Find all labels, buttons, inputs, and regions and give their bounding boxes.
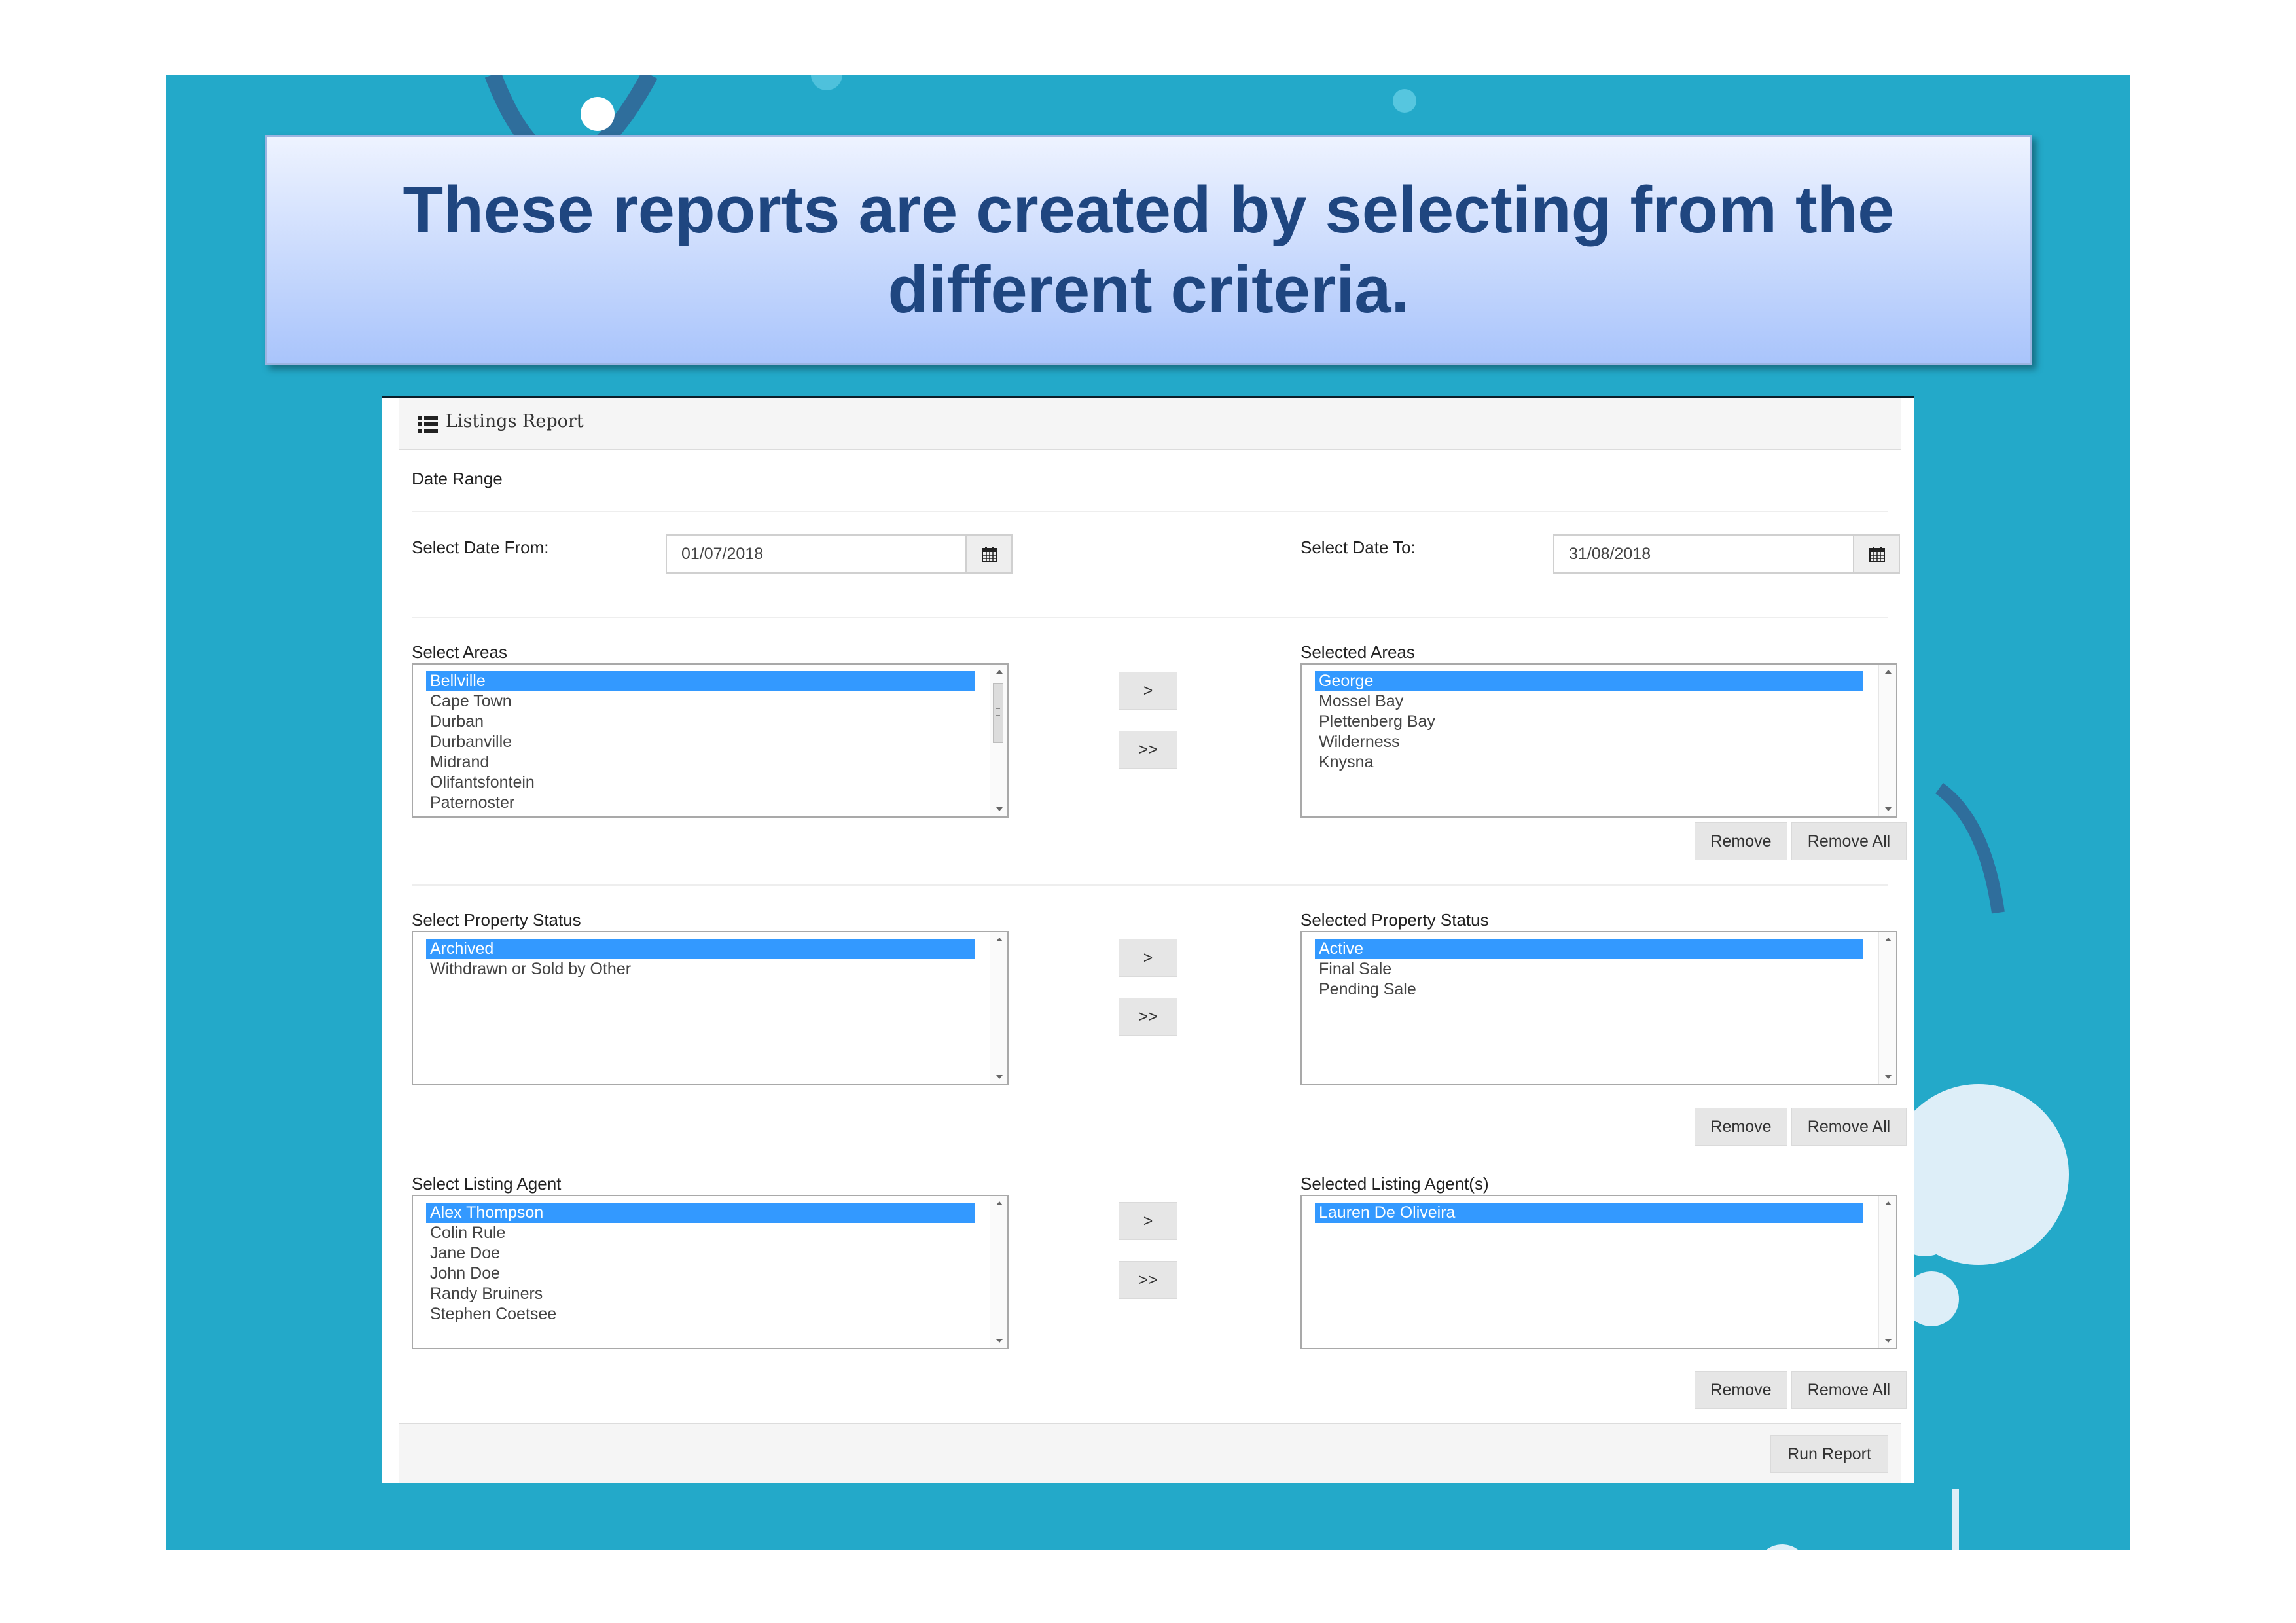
select-listing-agent-label: Select Listing Agent <box>412 1174 562 1194</box>
scrollbar[interactable] <box>990 665 1007 816</box>
scroll-up-arrow-icon[interactable] <box>996 670 1003 674</box>
calendar-icon <box>1869 547 1885 562</box>
list-item[interactable]: Paternoster <box>430 793 515 812</box>
date-to-label: Select Date To: <box>1300 538 1416 557</box>
scroll-up-arrow-icon[interactable] <box>996 938 1003 941</box>
select-areas-label: Select Areas <box>412 642 507 662</box>
scroll-down-arrow-icon[interactable] <box>1885 807 1892 811</box>
slide-background: These reports are created by selecting f… <box>166 75 2130 1550</box>
move-selected-agent-button[interactable]: > <box>1119 1202 1177 1240</box>
scrollbar[interactable] <box>990 932 1007 1084</box>
list-item[interactable]: Olifantsfontein <box>430 773 535 792</box>
scroll-up-arrow-icon[interactable] <box>996 1201 1003 1205</box>
available-areas-listbox[interactable]: Bellville Cape Town Durban Durbanville M… <box>412 663 1009 818</box>
scrollbar-thumb[interactable] <box>993 683 1003 743</box>
selected-status-listbox[interactable]: Active Final Sale Pending Sale <box>1300 931 1897 1085</box>
selected-agents-listbox[interactable]: Lauren De Oliveira <box>1300 1195 1897 1349</box>
slide-title: These reports are created by selecting f… <box>403 173 1895 327</box>
report-panel: Listings Report Date Range Select Date F… <box>399 398 1907 1483</box>
listings-report-window: Listings Report Date Range Select Date F… <box>382 396 1914 1483</box>
list-item[interactable]: Durbanville <box>430 733 512 751</box>
move-selected-status-button[interactable]: > <box>1119 939 1177 977</box>
scrollbar[interactable] <box>1878 1196 1896 1348</box>
list-item[interactable]: Lauren De Oliveira <box>1315 1203 1863 1223</box>
date-range-label: Date Range <box>412 469 503 488</box>
divider <box>412 884 1888 886</box>
remove-all-agents-button[interactable]: Remove All <box>1791 1371 1907 1409</box>
date-from-label: Select Date From: <box>412 538 549 557</box>
scroll-down-arrow-icon[interactable] <box>996 1339 1003 1343</box>
run-report-button[interactable]: Run Report <box>1770 1435 1888 1473</box>
available-agents-listbox[interactable]: Alex Thompson Colin Rule Jane Doe John D… <box>412 1195 1009 1349</box>
scroll-up-arrow-icon[interactable] <box>1885 938 1892 941</box>
list-item[interactable]: George <box>1315 671 1863 691</box>
select-property-status-label: Select Property Status <box>412 910 581 930</box>
scrollbar[interactable] <box>1878 932 1896 1084</box>
list-item[interactable]: Midrand <box>430 753 490 771</box>
available-status-listbox[interactable]: Archived Withdrawn or Sold by Other <box>412 931 1009 1085</box>
move-all-agents-button[interactable]: >> <box>1119 1261 1177 1299</box>
list-item[interactable]: Durban <box>430 712 484 731</box>
list-item[interactable]: Archived <box>426 939 975 959</box>
selected-areas-listbox[interactable]: George Mossel Bay Plettenberg Bay Wilder… <box>1300 663 1897 818</box>
remove-area-button[interactable]: Remove <box>1695 822 1787 860</box>
list-item[interactable]: Active <box>1315 939 1863 959</box>
date-from-input[interactable]: 01/07/2018 <box>666 534 967 574</box>
panel-footer: Run Report <box>399 1423 1901 1483</box>
move-all-areas-button[interactable]: >> <box>1119 731 1177 769</box>
scroll-down-arrow-icon[interactable] <box>1885 1075 1892 1079</box>
selected-listing-agents-label: Selected Listing Agent(s) <box>1300 1174 1489 1194</box>
list-item[interactable]: Stephen Coetsee <box>430 1305 557 1323</box>
panel-title: Listings Report <box>446 411 584 431</box>
scroll-down-arrow-icon[interactable] <box>996 807 1003 811</box>
remove-agent-button[interactable]: Remove <box>1695 1371 1787 1409</box>
move-selected-areas-button[interactable]: > <box>1119 672 1177 710</box>
scroll-up-arrow-icon[interactable] <box>1885 1201 1892 1205</box>
remove-all-status-button[interactable]: Remove All <box>1791 1108 1907 1146</box>
list-item[interactable]: Wilderness <box>1319 733 1400 751</box>
list-item[interactable]: John Doe <box>430 1264 501 1283</box>
list-item[interactable]: Withdrawn or Sold by Other <box>430 960 632 978</box>
divider <box>412 511 1888 512</box>
panel-header: Listings Report <box>399 398 1901 450</box>
list-item[interactable]: Mossel Bay <box>1319 692 1404 710</box>
selected-areas-label: Selected Areas <box>1300 642 1415 662</box>
list-icon <box>418 416 438 433</box>
scrollbar[interactable] <box>990 1196 1007 1348</box>
scroll-down-arrow-icon[interactable] <box>996 1075 1003 1079</box>
list-item[interactable]: Plettenberg Bay <box>1319 712 1435 731</box>
calendar-icon <box>982 547 997 562</box>
list-item[interactable]: Final Sale <box>1319 960 1392 978</box>
list-item[interactable]: Jane Doe <box>430 1244 501 1262</box>
date-to-input[interactable]: 31/08/2018 <box>1553 534 1854 574</box>
remove-all-areas-button[interactable]: Remove All <box>1791 822 1907 860</box>
scroll-up-arrow-icon[interactable] <box>1885 670 1892 674</box>
list-item[interactable]: Colin Rule <box>430 1224 506 1242</box>
move-all-status-button[interactable]: >> <box>1119 998 1177 1036</box>
date-to-calendar-button[interactable] <box>1854 534 1900 574</box>
list-item[interactable]: Knysna <box>1319 753 1374 771</box>
slide-title-box: These reports are created by selecting f… <box>265 135 2032 365</box>
remove-status-button[interactable]: Remove <box>1695 1108 1787 1146</box>
scrollbar[interactable] <box>1878 665 1896 816</box>
list-item[interactable]: Pending Sale <box>1319 980 1416 998</box>
list-item[interactable]: Bellville <box>426 671 975 691</box>
list-item[interactable]: Alex Thompson <box>426 1203 975 1223</box>
selected-property-status-label: Selected Property Status <box>1300 910 1489 930</box>
divider <box>412 617 1888 618</box>
scroll-down-arrow-icon[interactable] <box>1885 1339 1892 1343</box>
date-from-calendar-button[interactable] <box>967 534 1013 574</box>
list-item[interactable]: Cape Town <box>430 692 512 710</box>
list-item[interactable]: Randy Bruiners <box>430 1285 543 1303</box>
